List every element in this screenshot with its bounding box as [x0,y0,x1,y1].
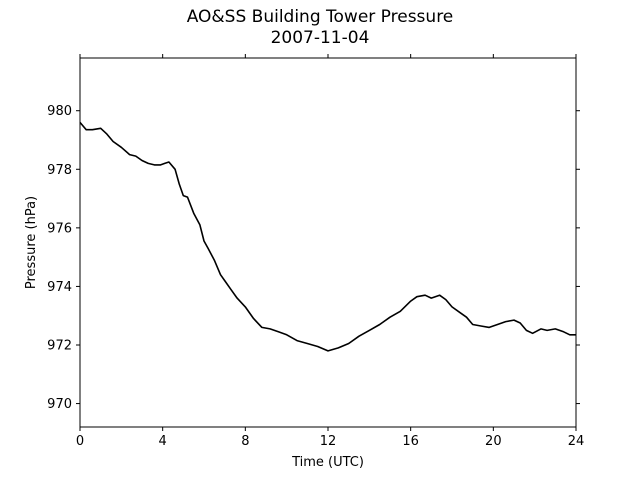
chart-subtitle: 2007-11-04 [270,28,370,48]
ticks-layer: 0 4 8 12 16 20 24 970 972 974 976 978 980 [47,54,584,449]
y-axis-label: Pressure (hPa) [24,196,39,289]
x-tick-label: 16 [402,434,419,449]
y-tick-label: 978 [47,163,72,178]
x-tick-label: 8 [241,434,249,449]
y-tick-label: 974 [47,280,72,295]
x-tick-label: 20 [485,434,502,449]
x-tick-label: 24 [568,434,585,449]
x-tick-label: 4 [159,434,167,449]
pressure-series-line [79,121,576,352]
x-tick-label: 0 [76,434,84,449]
y-tick-label: 980 [47,104,72,119]
x-axis-label: Time (UTC) [291,455,364,470]
line-layer [79,121,576,352]
chart-title: AO&SS Building Tower Pressure [186,7,454,27]
x-tick-label: 12 [320,434,337,449]
plot-frame [79,57,577,428]
y-tick-label: 970 [47,397,72,412]
y-tick-label: 976 [47,221,72,236]
y-tick-label: 972 [47,339,72,354]
